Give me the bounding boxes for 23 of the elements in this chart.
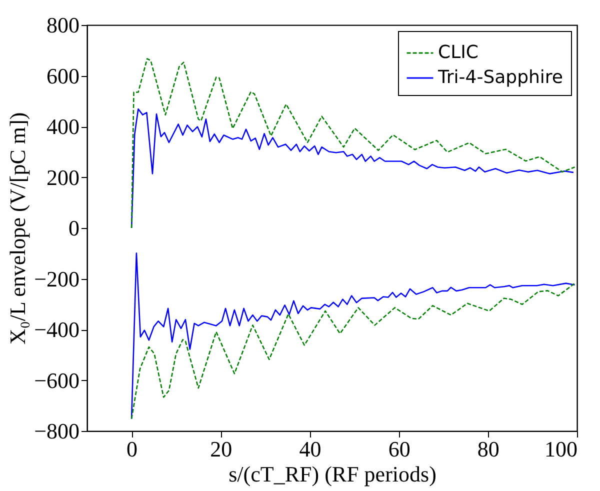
- y-tick-label: 600: [46, 63, 80, 88]
- y-tick-label: −400: [34, 317, 80, 342]
- y-tick-label: −200: [34, 266, 80, 292]
- line-series: [130, 108, 574, 229]
- y-axis-title: X₀/L envelope (V/[pC m]): [5, 112, 30, 345]
- y-tick-label: 800: [46, 12, 80, 38]
- x-tick-label: 0: [126, 436, 138, 462]
- legend-label: Tri-4-Sapphire: [437, 67, 563, 88]
- x-tick-label: 80: [477, 436, 500, 462]
- x-axis-title: s/(cT_RF) (RF periods): [228, 462, 436, 486]
- x-tick-label: 40: [299, 436, 322, 462]
- y-tick-label: 0: [68, 216, 80, 240]
- x-tick-label: 100: [544, 436, 578, 462]
- line-series: [130, 58, 576, 229]
- x-tick-label: 60: [388, 436, 410, 462]
- x-tick-label: 20: [210, 436, 232, 462]
- y-tick-label: −800: [34, 418, 80, 444]
- line-series: [130, 252, 576, 420]
- legend-label: CLIC: [438, 42, 478, 63]
- y-tick-label: 400: [46, 114, 80, 139]
- line-series: [130, 282, 576, 420]
- y-tick-label: 200: [46, 164, 80, 190]
- y-tick-label: −600: [34, 368, 80, 393]
